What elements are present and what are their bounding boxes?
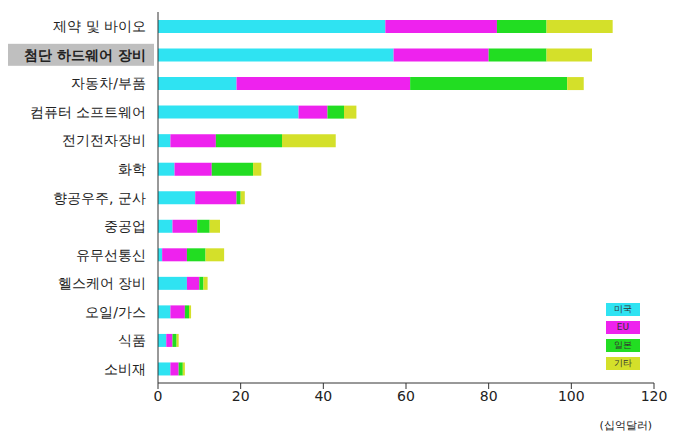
svg-text:첨단 하드웨어 장비: 첨단 하드웨어 장비 bbox=[24, 47, 146, 63]
svg-text:오일/가스: 오일/가스 bbox=[85, 304, 146, 320]
svg-text:식품: 식품 bbox=[118, 332, 146, 348]
svg-text:중공업: 중공업 bbox=[104, 218, 146, 234]
svg-text:컴퓨터 소프트웨어: 컴퓨터 소프트웨어 bbox=[30, 104, 146, 120]
svg-text:제약 및 바이오: 제약 및 바이오 bbox=[53, 18, 146, 34]
svg-text:60: 60 bbox=[397, 388, 415, 404]
svg-text:향공우주, 군사: 향공우주, 군사 bbox=[53, 190, 146, 206]
svg-text:20: 20 bbox=[232, 388, 250, 404]
svg-text:(십억달러): (십억달러) bbox=[599, 419, 652, 432]
html-text:EU: EU bbox=[616, 322, 630, 332]
svg-text:120: 120 bbox=[641, 388, 668, 404]
svg-text:헬스케어 장비: 헬스케어 장비 bbox=[58, 275, 146, 291]
svg-text:0: 0 bbox=[154, 388, 163, 404]
svg-text:40: 40 bbox=[314, 388, 332, 404]
html-text:일본: 일본 bbox=[614, 340, 632, 350]
svg-text:자동차/부품: 자동차/부품 bbox=[71, 75, 146, 91]
svg-text:전기전자장비: 전기전자장비 bbox=[62, 132, 146, 148]
html-text:미국: 미국 bbox=[614, 304, 632, 314]
svg-text:소비재: 소비재 bbox=[104, 361, 146, 377]
html-text:기타: 기타 bbox=[614, 358, 632, 368]
svg-text:화학: 화학 bbox=[118, 161, 146, 177]
svg-text:80: 80 bbox=[480, 388, 498, 404]
svg-text:100: 100 bbox=[558, 388, 585, 404]
svg-text:유무선통신: 유무선통신 bbox=[76, 247, 146, 263]
